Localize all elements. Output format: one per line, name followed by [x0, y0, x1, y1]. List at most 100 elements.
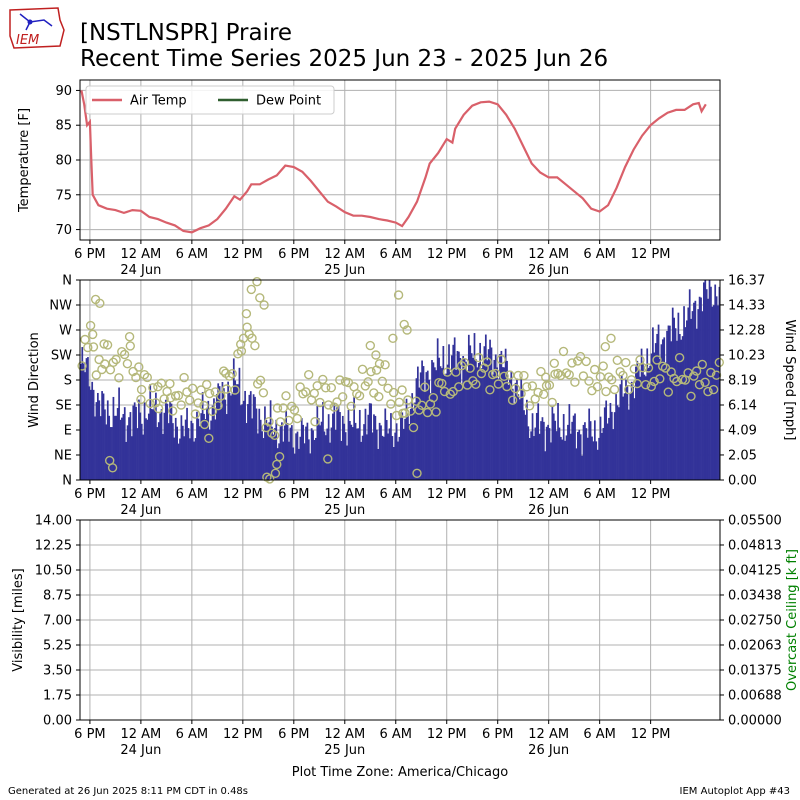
y-tick-label: 0.02750 — [728, 614, 782, 629]
wind-speed-bar — [378, 422, 381, 480]
wind-speed-bar — [618, 407, 620, 480]
wind-speed-bar — [254, 396, 256, 480]
wind-speed-bar — [315, 437, 317, 480]
wind-speed-bar — [650, 353, 653, 480]
wind-speed-bar — [691, 311, 694, 480]
wind-speed-bar — [690, 318, 692, 480]
wind-direction-point — [567, 358, 577, 368]
wind-speed-bar — [237, 384, 239, 480]
wind-speed-bar — [581, 455, 583, 480]
wind-speed-bar — [509, 379, 511, 480]
wind-speed-bar — [477, 362, 480, 480]
wind-direction-point — [513, 370, 523, 381]
wind-speed-bar — [598, 437, 600, 480]
wind-speed-bar — [415, 378, 418, 480]
y-tick-label: 75 — [55, 188, 72, 203]
wind-direction-point — [587, 386, 597, 396]
wind-speed-bar — [245, 423, 248, 480]
x-tick-label: 12 PM — [223, 487, 263, 502]
wind-direction-point — [357, 364, 368, 374]
wind-direction-point — [694, 380, 705, 390]
wind-speed-bar — [231, 393, 234, 480]
wind-speed-bar — [87, 357, 89, 480]
wind-direction-point — [471, 379, 481, 389]
wind-direction-point — [114, 373, 124, 383]
wind-direction-point — [85, 320, 96, 331]
wind-direction-point — [598, 361, 608, 371]
wind-speed-bar — [305, 426, 307, 480]
wind-speed-bar — [653, 352, 656, 480]
wind-speed-bar — [191, 423, 194, 480]
wind-direction-point — [601, 386, 611, 397]
wind-direction-point — [284, 415, 294, 426]
wind-direction-point — [136, 384, 147, 395]
legend-entry: Dew Point — [256, 94, 321, 109]
wind-speed-bar — [116, 408, 119, 480]
wind-direction-point — [516, 388, 526, 399]
wind-direction-point — [105, 365, 116, 375]
wind-speed-bar — [445, 373, 448, 480]
wind-speed-bar — [599, 416, 602, 480]
wind-speed-bar — [364, 408, 367, 480]
wind-speed-bar — [292, 447, 295, 480]
wind-direction-point — [539, 389, 549, 399]
wind-speed-bar — [503, 367, 506, 480]
wind-direction-point — [221, 368, 231, 378]
timezone-label: Plot Time Zone: America/Chicago — [292, 765, 508, 780]
wind-speed-bar — [433, 367, 436, 480]
wind-speed-bar — [644, 376, 647, 480]
wind-speed-bar — [337, 405, 340, 480]
wind-direction-point — [278, 403, 288, 413]
wind-speed-bar — [112, 396, 115, 480]
wind-speed-bar — [296, 431, 299, 480]
x-tick-label: 12 PM — [223, 247, 263, 262]
wind-direction-point — [454, 382, 464, 392]
wind-speed-bar — [482, 361, 484, 480]
wind-speed-bar — [401, 412, 404, 480]
wind-speed-bar — [544, 451, 547, 480]
wind-speed-bar — [584, 422, 586, 480]
wind-direction-point — [507, 395, 518, 405]
wind-speed-bar — [470, 353, 473, 480]
wind-direction-point — [83, 342, 93, 353]
wind-speed-bar — [89, 389, 92, 480]
wind-direction-point — [94, 354, 104, 365]
y-tick-label: SW — [51, 349, 72, 364]
wind-speed-bar — [409, 408, 412, 480]
wind-direction-point — [437, 378, 447, 389]
wind-speed-bar — [360, 441, 363, 480]
wind-speed-bar — [582, 424, 585, 480]
wind-direction-point — [412, 468, 422, 478]
wind-speed-bar — [138, 399, 140, 480]
wind-direction-point — [338, 392, 348, 402]
wind-speed-bar — [80, 363, 82, 480]
wind-speed-bar — [640, 348, 643, 480]
wind-direction-point — [230, 385, 240, 395]
wind-speed-bar — [234, 380, 237, 480]
wind-speed-bar — [96, 392, 99, 480]
wind-speed-bar — [660, 344, 663, 480]
wind-speed-bar — [548, 428, 551, 480]
wind-speed-bar — [557, 403, 559, 480]
wind-speed-bar — [159, 413, 162, 480]
wind-speed-bar — [506, 360, 508, 480]
wind-direction-point — [502, 381, 512, 392]
wind-speed-bar — [98, 400, 101, 480]
wind-direction-point — [570, 377, 580, 387]
x-tick-label: 6 AM — [379, 727, 412, 742]
wind-speed-bar — [235, 384, 238, 480]
wind-speed-bar — [510, 370, 513, 480]
wind-speed-bar — [203, 413, 205, 480]
wind-direction-point — [388, 387, 399, 398]
wind-speed-bar — [255, 408, 258, 480]
wind-direction-point — [365, 340, 375, 351]
wind-direction-point — [606, 333, 616, 343]
wind-direction-point — [604, 372, 614, 382]
wind-direction-point — [612, 355, 622, 365]
wind-speed-bar — [240, 405, 242, 480]
x-tick-label: 6 AM — [583, 247, 616, 262]
wind-speed-bar — [664, 362, 667, 480]
wind-direction-point — [332, 397, 342, 407]
wind-speed-bar — [483, 346, 486, 480]
x-tick-label: 12 PM — [223, 727, 263, 742]
